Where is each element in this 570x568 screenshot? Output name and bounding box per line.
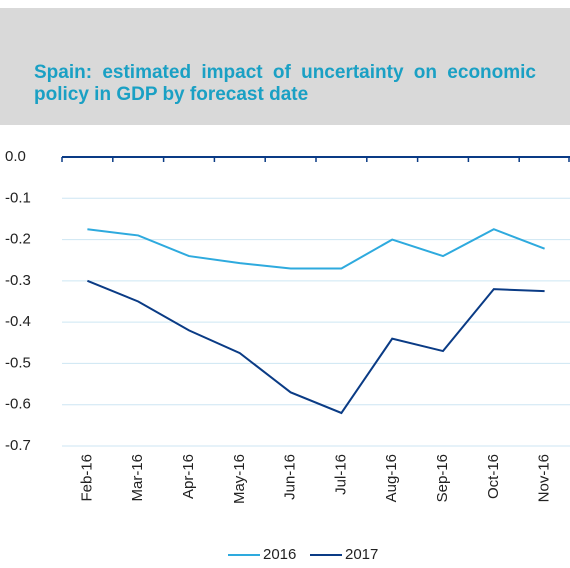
y-tick-label: -0.5 [5,354,31,371]
y-tick-label: -0.4 [5,313,31,330]
y-tick-label: -0.3 [5,272,31,289]
x-tick-label: Feb-16 [78,454,95,502]
y-tick-label: -0.6 [5,396,31,413]
chart-title: Spain: estimated impact of uncertainty o… [34,62,536,105]
y-tick-label: -0.7 [5,437,31,454]
x-tick-label: Nov-16 [536,454,553,502]
x-tick-label: May-16 [231,454,248,504]
x-tick-label: Mar-16 [129,454,146,502]
x-tick-label: Aug-16 [383,454,400,502]
title-box [0,8,570,125]
y-tick-label: -0.2 [5,231,31,248]
x-tick-label: Jun-16 [282,454,299,500]
legend-label: 2016 [263,546,296,563]
y-tick-label: -0.1 [5,189,31,206]
line-series [87,228,545,270]
line-series [87,279,545,415]
legend-label: 2017 [345,546,378,563]
y-tick-label: 0.0 [5,148,26,165]
x-tick-label: Sep-16 [434,454,451,502]
x-tick-label: Oct-16 [485,454,502,499]
x-tick-label: Apr-16 [180,454,197,499]
x-tick-label: Jul-16 [332,454,349,495]
